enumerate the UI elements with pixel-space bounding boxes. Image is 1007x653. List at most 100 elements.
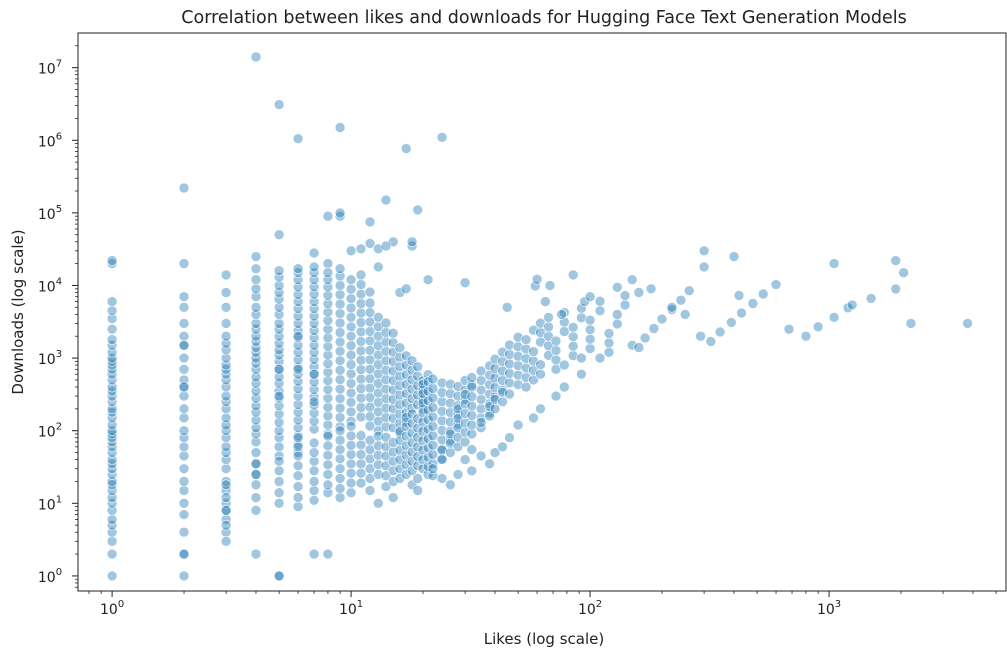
data-point xyxy=(308,465,320,477)
data-point xyxy=(497,365,508,377)
data-point xyxy=(273,441,285,453)
data-point xyxy=(497,356,508,367)
data-point xyxy=(273,99,285,110)
y-tick-label: 105 xyxy=(38,204,62,223)
data-point xyxy=(308,261,320,273)
data-point xyxy=(178,339,190,351)
data-point xyxy=(540,296,551,307)
data-point xyxy=(292,363,304,375)
data-point xyxy=(372,449,384,461)
data-point xyxy=(728,251,740,262)
data-point xyxy=(322,410,334,422)
data-point xyxy=(406,236,418,248)
data-point xyxy=(308,407,320,419)
data-point xyxy=(733,290,745,301)
data-point xyxy=(497,346,508,358)
data-point xyxy=(322,306,334,318)
data-point xyxy=(220,519,232,531)
data-point xyxy=(406,355,418,367)
data-point xyxy=(558,359,570,371)
data-point xyxy=(626,274,638,286)
data-point xyxy=(497,441,508,453)
data-point xyxy=(273,356,285,367)
data-point xyxy=(372,387,384,399)
x-tick-label: 103 xyxy=(817,599,841,618)
data-point xyxy=(322,479,334,491)
data-point xyxy=(531,273,543,285)
data-point xyxy=(865,293,877,304)
y-axis: 100 101 102 103 104 105 106 107 xyxy=(38,45,78,588)
data-point xyxy=(273,371,285,383)
data-point xyxy=(106,485,118,496)
data-point xyxy=(292,354,304,366)
data-point xyxy=(355,336,367,347)
data-point xyxy=(334,298,346,310)
data-point xyxy=(412,460,424,472)
x-axis-label: Likes (log scale) xyxy=(484,630,604,648)
data-point xyxy=(273,280,285,291)
data-point xyxy=(459,408,471,419)
data-point xyxy=(322,428,334,440)
data-point xyxy=(626,339,638,351)
data-point xyxy=(322,315,334,326)
data-point xyxy=(459,398,471,410)
data-point xyxy=(355,298,367,309)
data-point xyxy=(427,402,439,413)
y-tick-label: 102 xyxy=(38,422,62,441)
data-point xyxy=(334,263,346,275)
data-point xyxy=(308,415,320,427)
data-point xyxy=(611,309,623,320)
data-point xyxy=(178,509,190,520)
data-point xyxy=(322,375,334,386)
data-point xyxy=(475,394,487,405)
data-point xyxy=(250,51,262,63)
data-point xyxy=(178,497,190,509)
data-point xyxy=(273,318,285,329)
data-point xyxy=(736,307,747,319)
data-point xyxy=(345,378,357,389)
data-point xyxy=(334,492,346,503)
data-point xyxy=(466,444,478,455)
data-point xyxy=(334,425,346,437)
data-point xyxy=(322,298,334,310)
data-point xyxy=(406,408,418,420)
data-point xyxy=(178,441,190,453)
data-point xyxy=(770,279,782,290)
data-point xyxy=(475,403,487,415)
data-point xyxy=(220,301,232,313)
data-point xyxy=(178,390,190,402)
data-point xyxy=(273,265,285,277)
data-point xyxy=(322,349,334,361)
data-point xyxy=(250,274,262,286)
data-point xyxy=(504,377,515,389)
data-point xyxy=(250,377,262,389)
data-point xyxy=(679,309,691,320)
data-point xyxy=(355,373,367,385)
data-point xyxy=(322,449,334,461)
data-point xyxy=(412,370,424,382)
data-point xyxy=(619,299,631,311)
data-point xyxy=(747,298,759,309)
data-point xyxy=(550,363,562,375)
data-point xyxy=(890,255,902,266)
data-point xyxy=(412,441,424,453)
data-point xyxy=(584,291,596,303)
data-point xyxy=(292,339,304,351)
data-point xyxy=(394,435,406,446)
data-point xyxy=(220,514,232,525)
data-point xyxy=(364,238,376,249)
data-point xyxy=(364,297,376,309)
data-point xyxy=(322,358,334,369)
data-point xyxy=(576,312,587,324)
data-point xyxy=(273,400,285,412)
data-point xyxy=(334,374,346,385)
data-point xyxy=(334,317,346,329)
data-point xyxy=(334,412,346,423)
data-point xyxy=(567,321,579,333)
data-point xyxy=(106,374,118,386)
data-point xyxy=(427,383,439,394)
data-point xyxy=(436,396,448,408)
data-point xyxy=(250,469,262,480)
data-point xyxy=(292,414,304,426)
data-point xyxy=(466,419,478,431)
